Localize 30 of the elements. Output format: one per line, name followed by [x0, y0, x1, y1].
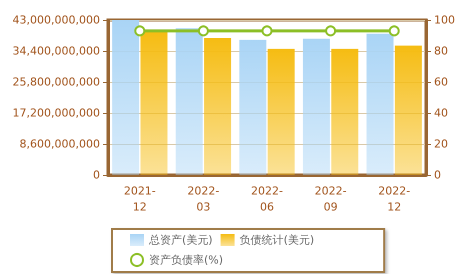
- y-tick-label: 8,600,000,000: [20, 138, 100, 150]
- y2-tick-label: 40: [434, 106, 448, 120]
- y2-tick-label: 60: [434, 76, 448, 88]
- bar: [239, 40, 266, 175]
- bar: [204, 38, 232, 175]
- y2-tick-label: 20: [434, 138, 448, 150]
- bar: [366, 34, 394, 175]
- y-tick-label: 34,400,000,000: [12, 44, 100, 58]
- bar: [112, 20, 140, 175]
- bar: [176, 28, 203, 175]
- x-tick-label: 2021-12: [124, 184, 156, 214]
- bar: [302, 38, 330, 175]
- bar: [331, 48, 358, 175]
- y-tick-label: 17,200,000,000: [12, 106, 100, 120]
- y2-tick-label: 100: [434, 14, 455, 26]
- x-tick-label: 2022-09: [314, 184, 347, 214]
- x-tick-label: 2022-06: [251, 184, 284, 214]
- legend-label: 资产负债率(%): [149, 254, 224, 266]
- legend-label: 总资产(美元): [148, 234, 213, 246]
- legend-label: 负债统计(美元): [240, 234, 314, 246]
- y-tick-label: 0: [93, 168, 100, 182]
- bar: [268, 48, 295, 175]
- y2-tick-label: 0: [434, 168, 441, 182]
- y-tick-label: 43,000,000,000: [12, 14, 100, 26]
- y-tick-label: 25,800,000,000: [12, 76, 100, 88]
- bar: [394, 46, 422, 175]
- x-tick-label: 2022-03: [187, 184, 220, 214]
- x-tick-label: 2022-12: [378, 184, 410, 214]
- bar: [140, 32, 168, 175]
- y2-tick-label: 80: [434, 44, 448, 58]
